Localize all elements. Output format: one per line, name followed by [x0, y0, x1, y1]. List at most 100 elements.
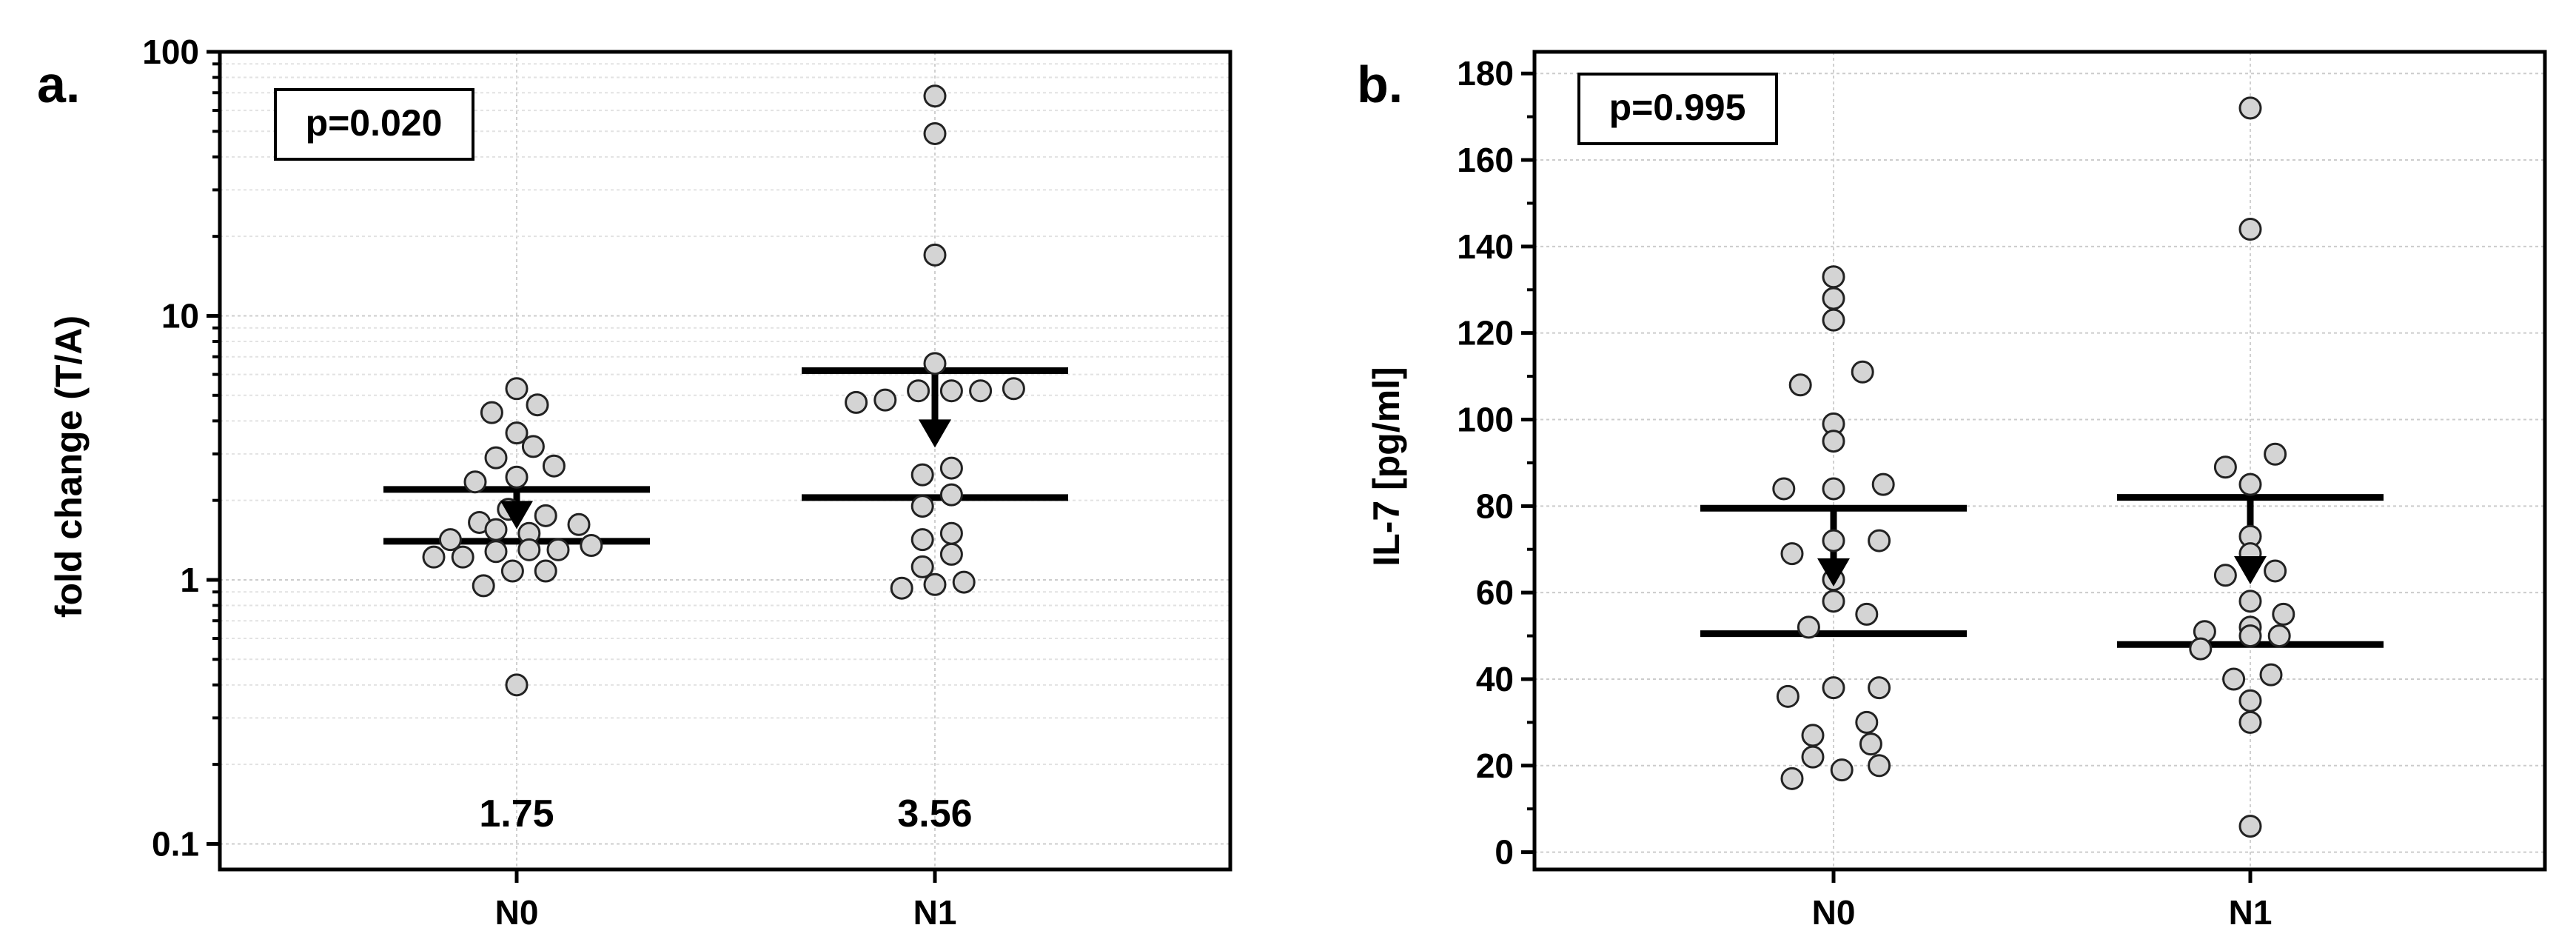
panel-b-y-tick-label: 160 [1457, 141, 1514, 179]
panel-b-point-n1-2 [2264, 442, 2287, 466]
panel-b-y-tick-label: 40 [1476, 660, 1514, 698]
panel-b-point-n1-8 [2213, 564, 2237, 587]
panel-b-y-tick-label: 100 [1457, 401, 1514, 439]
panel-a-point-n0-24 [472, 574, 495, 598]
panel-a-point-n0-19 [484, 540, 508, 564]
panel-a-point-n0-16 [580, 534, 603, 558]
panel-a-points [422, 84, 1025, 697]
panel-a-point-n0-6 [542, 454, 566, 478]
panel-a-x-tick-label-n0: N0 [495, 893, 539, 932]
panel-a-point-n0-1 [526, 393, 549, 417]
panel-b-point-n0-16 [1797, 615, 1820, 639]
panel-a-point-n1-15 [910, 528, 934, 552]
panel-b-pvalue-box: p=0.995 [1577, 73, 1778, 145]
panel-a-stats [383, 367, 1068, 545]
panel-b-point-n1-10 [2272, 602, 2295, 626]
panel-b-y-axis-title: IL-7 [pg/ml] [1366, 367, 1407, 566]
panel-b-plot-frame [1532, 50, 2547, 872]
panel-a-pvalue-label: p=0.020 [306, 102, 443, 144]
panel-b-y-tick-label: 0 [1495, 833, 1514, 872]
panel-b-y-tick-label: 20 [1476, 747, 1514, 785]
panel-a-point-n0-22 [500, 559, 524, 583]
panel-a-point-n1-14 [939, 521, 963, 545]
panel-b-point-n0-12 [1780, 542, 1804, 566]
panel-b-point-n0-7 [1871, 472, 1895, 496]
panel-b: b. IL-7 [pg/ml] 0 20 40 60 80 100 120 140 160 180… [1357, 50, 2547, 932]
panel-b-point-n0-22 [1859, 732, 1882, 756]
panel-b-point-n0-9 [1822, 477, 1845, 501]
panel-a-point-n0-11 [567, 512, 591, 536]
panel-a-point-n0-20 [451, 545, 474, 569]
panel-a-point-n0-0 [505, 377, 529, 401]
panel-a-point-n1-13 [910, 495, 934, 518]
panel-a-median-label-n1: 3.56 [897, 792, 972, 835]
panel-a-y-tick-label: 1 [180, 561, 199, 599]
panel-b-point-n0-4 [1788, 373, 1812, 397]
panel-b-pvalue-frame [1577, 73, 1778, 145]
panel-b-y-tick-label: 60 [1476, 573, 1514, 612]
panel-b-point-n0-21 [1801, 724, 1825, 747]
panel-b-point-n0-2 [1822, 308, 1845, 332]
panel-b-y-tick-label: 140 [1457, 227, 1514, 266]
panel-b-axes: 0 20 40 60 80 100 120 140 160 180 N0 N1 [1457, 54, 2272, 932]
panel-a-point-n0-25 [505, 673, 529, 697]
panel-b-point-n0-8 [1772, 477, 1796, 501]
panel-a-x-tick-label-n1: N1 [913, 893, 957, 932]
panel-a-y-axis-title: fold change (T/A) [48, 315, 90, 618]
panel-b-point-n0-17 [1822, 676, 1845, 700]
panel-a-letter: a. [37, 56, 80, 113]
panel-b-point-n1-1 [2238, 217, 2262, 241]
panel-b-letter: b. [1357, 56, 1403, 113]
panel-b-point-n0-3 [1851, 360, 1874, 384]
panel-b-point-n0-15 [1855, 602, 1879, 626]
panel-a-point-n1-2 [923, 243, 947, 267]
panel-a-point-n0-7 [463, 470, 487, 494]
panel-b-x-tick-label-n1: N1 [2229, 893, 2273, 932]
panel-a-point-n1-10 [939, 456, 963, 480]
panel-a-point-n1-5 [939, 379, 963, 403]
panel-a-point-n0-18 [517, 538, 541, 561]
panel-b-point-n1-19 [2238, 710, 2262, 734]
panel-a-y-tick-label: 10 [161, 296, 199, 335]
panel-b-point-n0-25 [1830, 758, 1854, 782]
panel-b-point-n0-18 [1868, 676, 1891, 700]
panel-b-point-n1-20 [2238, 815, 2262, 838]
panel-b-point-n1-14 [2267, 624, 2291, 648]
panel-b-point-n1-3 [2213, 455, 2237, 479]
panel-b-x-tick-label-n0: N0 [1812, 893, 1856, 932]
panel-b-point-n0-23 [1801, 745, 1825, 769]
panel-b-y-tick-label: 120 [1457, 314, 1514, 353]
panel-b-point-n0-24 [1868, 754, 1891, 778]
panel-b-point-n0-14 [1822, 590, 1845, 613]
panel-a: a. fold change (T/A) 0.1 1 10 100 N0 N1 p=0.0… [37, 33, 1232, 932]
panel-b-pvalue-label: p=0.995 [1609, 87, 1746, 128]
panel-a-point-n1-20 [890, 576, 913, 600]
panel-a-point-n1-6 [969, 379, 993, 403]
panel-b-point-n0-20 [1855, 710, 1879, 734]
panel-b-median-marker-n1 [2234, 555, 2267, 584]
panel-b-point-n0-11 [1868, 529, 1891, 552]
panel-b-point-n0-6 [1822, 430, 1845, 453]
panel-b-grid [1534, 52, 2545, 869]
panel-a-point-n1-17 [910, 555, 934, 578]
panel-a-point-n0-4 [521, 435, 545, 458]
panel-a-axes: 0.1 1 10 100 N0 N1 [142, 33, 956, 932]
panel-a-point-n1-12 [939, 483, 963, 507]
panel-a-point-n0-2 [480, 401, 503, 424]
panel-b-point-n1-4 [2238, 472, 2262, 496]
panel-a-median-label-n0: 1.75 [479, 792, 554, 835]
panel-a-point-n1-0 [923, 84, 947, 108]
panel-b-point-n0-10 [1822, 529, 1845, 552]
panel-a-point-n1-16 [939, 542, 963, 566]
panel-a-point-n1-8 [873, 388, 897, 412]
panel-b-point-n0-0 [1822, 265, 1845, 289]
panel-b-point-n0-1 [1822, 287, 1845, 310]
panel-a-median-marker-n0 [500, 501, 533, 530]
panel-b-point-n1-18 [2238, 689, 2262, 712]
panel-a-point-n0-3 [505, 421, 529, 445]
panel-a-point-n0-8 [505, 465, 529, 489]
panel-a-point-n1-19 [923, 572, 947, 596]
panel-a-point-n1-11 [910, 463, 934, 487]
panel-a-median-marker-n1 [919, 419, 951, 448]
